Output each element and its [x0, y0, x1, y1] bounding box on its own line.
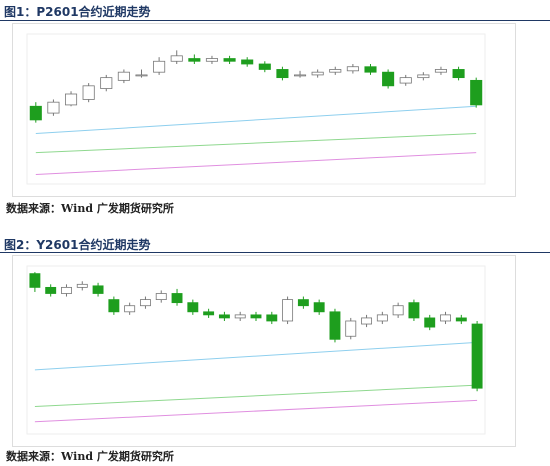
figure-caption: 图2：Y2601合约近期走势 [4, 238, 151, 252]
candle-body [361, 317, 373, 325]
candle-body [345, 320, 357, 337]
candlestick-chart [12, 23, 516, 197]
candlestick-chart [12, 255, 516, 447]
candle-body [218, 314, 230, 319]
candle-body [346, 66, 359, 72]
plot-area [26, 33, 486, 185]
moving-average-line [35, 105, 477, 135]
candle-body [440, 314, 451, 322]
candle-body [452, 69, 465, 79]
candle-body [282, 299, 294, 322]
candle-body [45, 286, 57, 294]
candle-body [155, 293, 167, 301]
candle-body [266, 314, 278, 322]
source-note: 数据来源：Wind 广发期货研究所 [6, 450, 174, 463]
candle-body [170, 55, 183, 62]
candle-body [392, 305, 404, 316]
candle-body [76, 283, 88, 288]
candle-body [47, 101, 60, 114]
candle-body [203, 311, 215, 316]
candle-body [455, 317, 467, 322]
moving-average-line [35, 133, 477, 154]
candle-body [171, 293, 183, 304]
source-note: 数据来源：Wind 广发期货研究所 [6, 202, 174, 215]
candle-body [399, 77, 412, 84]
candle-body [153, 60, 166, 73]
figure-caption: 图1：P2601合约近期走势 [4, 5, 151, 19]
candle-body [65, 93, 78, 106]
moving-average-line [34, 341, 478, 371]
candle-body [100, 77, 113, 89]
candle-body [470, 79, 483, 106]
candle-body [297, 299, 309, 307]
candle-body [364, 66, 377, 73]
candle-body [205, 58, 218, 62]
moving-average-line [34, 384, 478, 408]
candle-body [61, 286, 72, 294]
candle-body [234, 314, 246, 319]
candle-body [108, 299, 120, 313]
candle-body [250, 314, 262, 319]
candle-body [135, 74, 148, 77]
candle-body [139, 299, 151, 307]
candle-body [82, 85, 95, 100]
candle-body [311, 71, 324, 76]
moving-average-line [35, 152, 477, 175]
candle-body [223, 58, 236, 62]
candle-body [408, 302, 420, 319]
caption-rule [0, 20, 550, 21]
candle-body [276, 69, 289, 79]
candle-body [329, 69, 342, 73]
candle-body [313, 302, 325, 313]
candle-body [471, 323, 483, 389]
candle-body [434, 69, 447, 73]
candle-body [417, 74, 430, 79]
candle-body [241, 59, 254, 65]
candle-body [188, 58, 201, 62]
candle-body [376, 314, 388, 322]
candle-body [117, 71, 130, 81]
moving-average-line [34, 399, 478, 423]
candle-body [92, 285, 104, 294]
caption-rule [0, 252, 550, 253]
candle-body [29, 105, 42, 121]
plot-area [26, 265, 486, 435]
candle-body [258, 63, 271, 70]
candle-body [382, 71, 395, 87]
candle-body [424, 317, 436, 328]
candle-body [187, 302, 199, 313]
candle-body [329, 311, 341, 340]
candle-body [124, 305, 136, 313]
candle-body [29, 273, 41, 288]
candle-body [294, 74, 307, 77]
